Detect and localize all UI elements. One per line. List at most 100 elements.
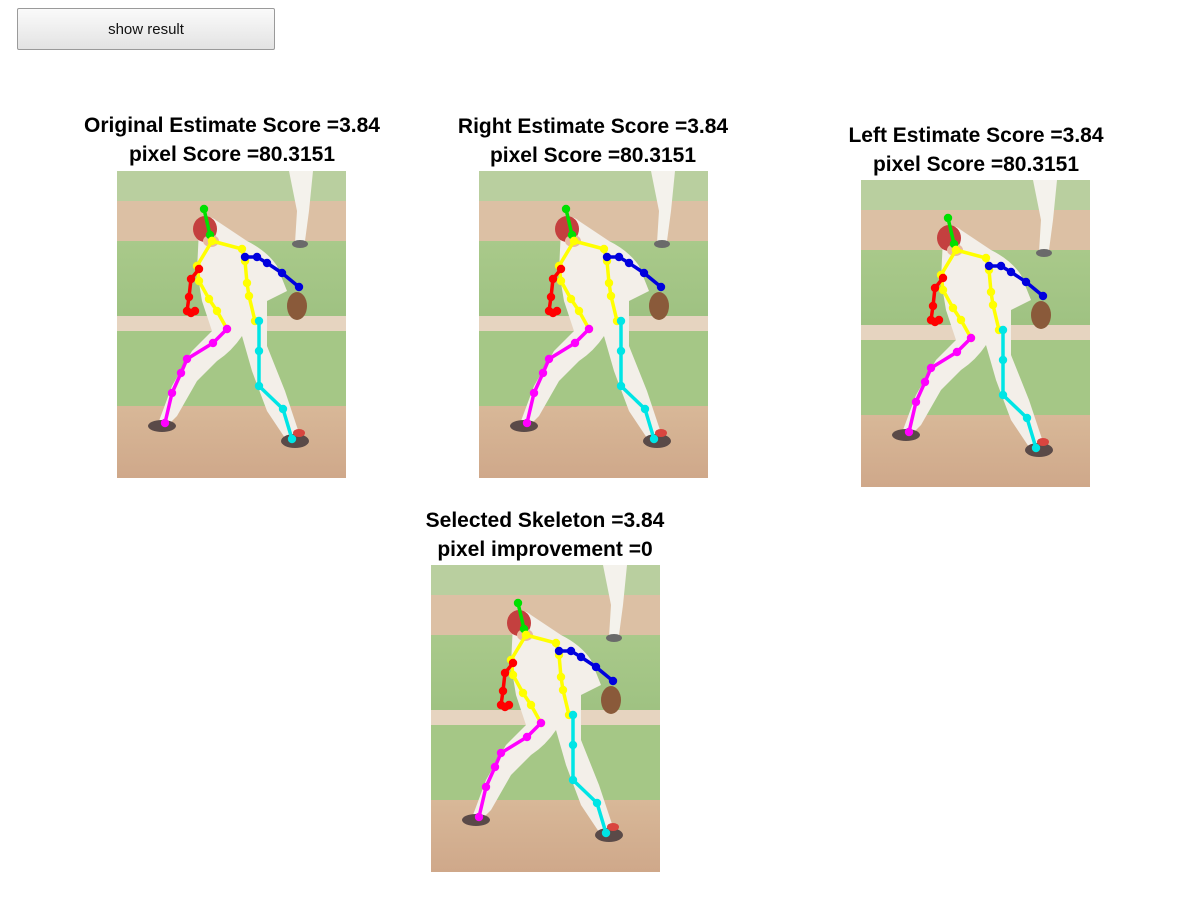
skeleton-right-leg-joint <box>536 718 546 728</box>
skeleton-right-arm-joint <box>190 306 200 316</box>
skeleton-left-leg-joint <box>640 404 650 414</box>
skeleton-left-arm-joint <box>639 268 649 278</box>
background-player-shoe <box>606 634 622 642</box>
glove <box>1031 301 1051 329</box>
skeleton-right-leg-joint <box>952 347 962 357</box>
panel-title-line1: Original Estimate Score =3.84 <box>84 114 380 137</box>
skeleton-left-leg-joint <box>998 355 1008 365</box>
skeleton-right-leg-joint <box>570 338 580 348</box>
skeleton-right-arm-joint <box>930 283 940 293</box>
skeleton-right-leg-joint <box>182 354 192 364</box>
skeleton-right-arm-joint <box>504 700 514 710</box>
skeleton-left-arm-joint <box>262 258 272 268</box>
skeleton-right-arm-joint <box>194 264 204 274</box>
skeleton-left-arm-joint <box>576 652 586 662</box>
skeleton-torso-joint <box>988 300 998 310</box>
skeleton-torso <box>572 239 619 323</box>
mound-dirt <box>431 800 660 872</box>
skeleton-right-arm-joint <box>500 668 510 678</box>
skeleton-torso-joint <box>981 253 991 263</box>
skeleton-torso2-joint <box>556 276 566 286</box>
skeleton-left-leg-joint <box>568 710 578 720</box>
skeleton-torso2-joint <box>526 700 536 710</box>
panel-title-line2: pixel improvement =0 <box>437 538 653 561</box>
skeleton-torso2-joint <box>574 306 584 316</box>
skeleton-right-arm-joint <box>498 686 508 696</box>
skeleton-torso2-joint <box>508 670 518 680</box>
skeleton-right-arm-joint <box>938 273 948 283</box>
skeleton-right-leg-joint <box>529 388 539 398</box>
skeleton-left-leg-joint <box>649 434 659 444</box>
skeleton-head-joint <box>199 204 209 214</box>
skeleton-right-arm-joint <box>928 301 938 311</box>
skeleton-torso2-joint <box>212 306 222 316</box>
skeleton-right-arm-joint <box>186 274 196 284</box>
mound-dirt <box>861 415 1090 487</box>
background-player <box>289 171 313 243</box>
pose-image-original <box>117 171 346 478</box>
skeleton-left-arm-joint <box>1038 291 1048 301</box>
skeleton-left-leg-joint <box>616 381 626 391</box>
skeleton-torso-joint <box>604 278 614 288</box>
skeleton-left-leg-joint <box>616 346 626 356</box>
skeleton-torso-joint <box>242 278 252 288</box>
background-player <box>651 171 675 243</box>
skeleton-left-leg-joint <box>568 740 578 750</box>
skeleton-torso-joint <box>606 291 616 301</box>
skeleton-head-joint <box>943 213 953 223</box>
skeleton-torso <box>524 633 571 717</box>
glove <box>287 292 307 320</box>
sock-red <box>655 429 667 437</box>
skeleton-torso2-joint <box>956 315 966 325</box>
skeleton-right-arm-joint <box>546 292 556 302</box>
skeleton-head-joint <box>513 598 523 608</box>
skeleton-left-arm-joint <box>996 261 1006 271</box>
skeleton-head <box>202 207 212 237</box>
skeleton-right-leg-joint <box>522 732 532 742</box>
skeleton-right-leg-joint <box>496 748 506 758</box>
skeleton-left-arm-joint <box>566 646 576 656</box>
panel-title-right: Right Estimate Score =3.84 pixel Score =… <box>458 112 728 170</box>
pose-image-right <box>479 171 708 478</box>
skeleton-right-arm-joint <box>552 306 562 316</box>
skeleton-torso2-joint <box>194 276 204 286</box>
pose-image-selected <box>431 565 660 872</box>
background-player <box>603 565 627 637</box>
skeleton-right-leg-joint <box>208 338 218 348</box>
mound-dirt <box>117 406 346 478</box>
skeleton-right-leg-joint <box>544 354 554 364</box>
skeleton-torso2-joint <box>518 688 528 698</box>
skeleton-left-leg-joint <box>998 325 1008 335</box>
pose-scene <box>861 180 1090 487</box>
sock-red <box>293 429 305 437</box>
skeleton-left-arm-joint <box>591 662 601 672</box>
skeleton-right-leg-joint <box>222 324 232 334</box>
background-player-shoe <box>1036 249 1052 257</box>
mound-dirt <box>479 406 708 478</box>
skeleton-head <box>946 216 956 246</box>
show-result-button[interactable]: show result <box>17 8 275 50</box>
panel-title-line2: pixel Score =80.3151 <box>128 143 336 166</box>
skeleton-head-joint <box>561 204 571 214</box>
skeleton-torso2-joint <box>951 245 961 255</box>
pose-image-left <box>861 180 1090 487</box>
pose-scene <box>479 171 708 478</box>
skeleton-left-leg-joint <box>568 775 578 785</box>
panel-title-line1: Selected Skeleton =3.84 <box>425 509 665 532</box>
skeleton-torso-joint <box>551 638 561 648</box>
skeleton-torso2-joint <box>207 236 217 246</box>
skeleton-left-leg-joint <box>998 390 1008 400</box>
skeleton-torso-joint <box>237 244 247 254</box>
skeleton-torso-joint <box>558 685 568 695</box>
skeleton-torso <box>954 248 1001 332</box>
skeleton-right-leg-joint <box>966 333 976 343</box>
skeleton-left-leg-joint <box>254 316 264 326</box>
skeleton-right-leg-joint <box>904 427 914 437</box>
skeleton-right-arm-joint <box>556 264 566 274</box>
sock-red <box>1037 438 1049 446</box>
skeleton-torso2-joint <box>569 236 579 246</box>
pose-scene <box>117 171 346 478</box>
skeleton-left-arm-joint <box>602 252 612 262</box>
skeleton-torso <box>210 239 257 323</box>
skeleton-left-leg-joint <box>278 404 288 414</box>
